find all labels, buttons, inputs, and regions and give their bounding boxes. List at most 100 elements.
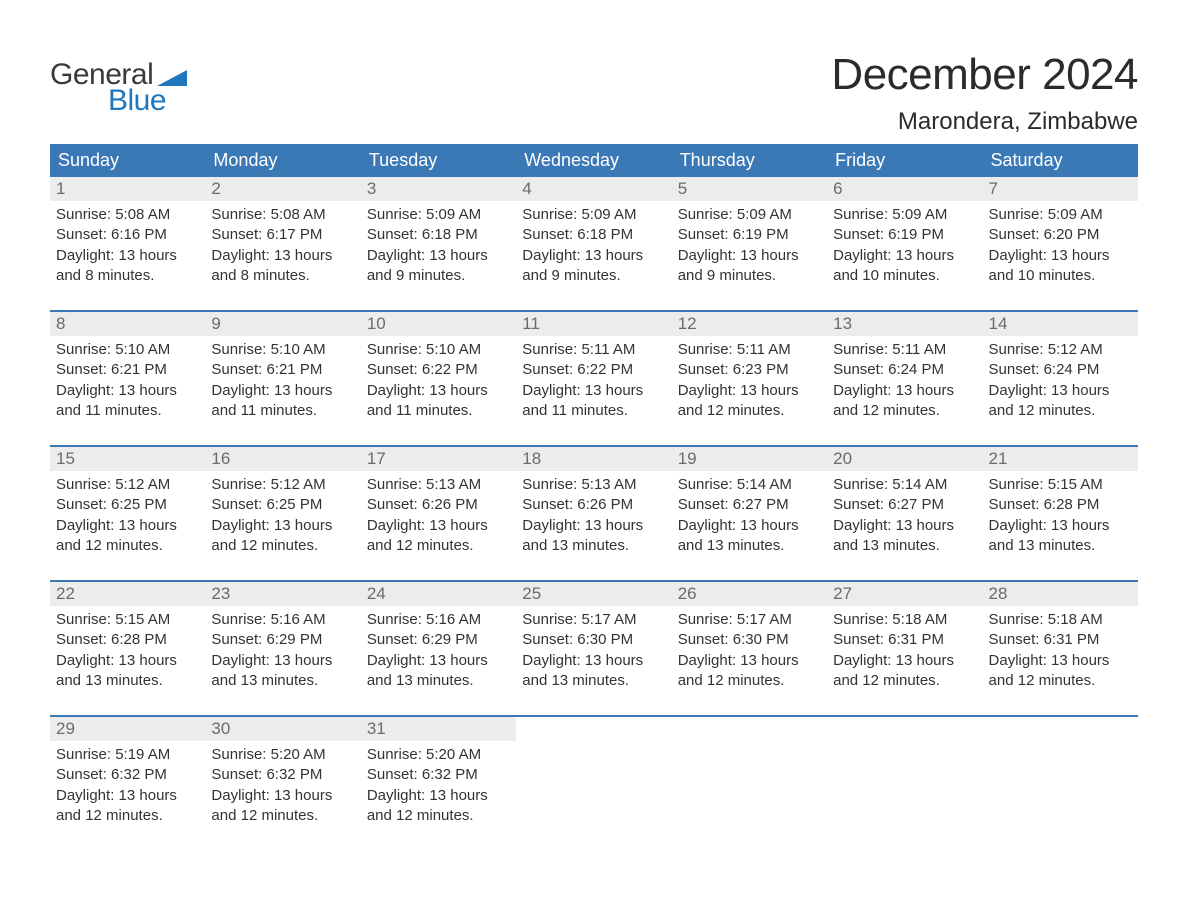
daylight-line: Daylight: 13 hours and 12 minutes. xyxy=(678,651,821,692)
day-content-cell: Sunrise: 5:08 AMSunset: 6:17 PMDaylight:… xyxy=(205,201,360,311)
day-content-cell: Sunrise: 5:11 AMSunset: 6:23 PMDaylight:… xyxy=(672,336,827,446)
day-number-cell xyxy=(827,717,982,741)
sunrise-line: Sunrise: 5:14 AM xyxy=(833,475,976,495)
sunset-line: Sunset: 6:28 PM xyxy=(989,495,1132,515)
day-content-cell: Sunrise: 5:09 AMSunset: 6:19 PMDaylight:… xyxy=(672,201,827,311)
sunrise-line: Sunrise: 5:19 AM xyxy=(56,745,199,765)
brand-logo: General Blue xyxy=(50,50,187,116)
day-content-cell: Sunrise: 5:16 AMSunset: 6:29 PMDaylight:… xyxy=(205,606,360,716)
sunset-line: Sunset: 6:16 PM xyxy=(56,225,199,245)
day-content-cell: Sunrise: 5:15 AMSunset: 6:28 PMDaylight:… xyxy=(983,471,1138,581)
weekday-header: Tuesday xyxy=(361,144,516,177)
day-number-cell xyxy=(516,717,671,741)
day-content-cell: Sunrise: 5:17 AMSunset: 6:30 PMDaylight:… xyxy=(516,606,671,716)
daylight-line: Daylight: 13 hours and 13 minutes. xyxy=(522,516,665,557)
daylight-line: Daylight: 13 hours and 13 minutes. xyxy=(522,651,665,692)
calendar-header-row: SundayMondayTuesdayWednesdayThursdayFrid… xyxy=(50,144,1138,177)
daylight-line: Daylight: 13 hours and 13 minutes. xyxy=(211,651,354,692)
sunrise-line: Sunrise: 5:10 AM xyxy=(211,340,354,360)
sunrise-line: Sunrise: 5:18 AM xyxy=(989,610,1132,630)
sunrise-line: Sunrise: 5:12 AM xyxy=(989,340,1132,360)
sunrise-line: Sunrise: 5:11 AM xyxy=(522,340,665,360)
day-content-row: Sunrise: 5:08 AMSunset: 6:16 PMDaylight:… xyxy=(50,201,1138,311)
day-number-cell xyxy=(672,717,827,741)
sunset-line: Sunset: 6:27 PM xyxy=(678,495,821,515)
day-content-cell: Sunrise: 5:20 AMSunset: 6:32 PMDaylight:… xyxy=(205,741,360,850)
sunrise-line: Sunrise: 5:09 AM xyxy=(678,205,821,225)
daylight-line: Daylight: 13 hours and 11 minutes. xyxy=(211,381,354,422)
sunset-line: Sunset: 6:21 PM xyxy=(56,360,199,380)
sunrise-line: Sunrise: 5:09 AM xyxy=(833,205,976,225)
calendar-table: SundayMondayTuesdayWednesdayThursdayFrid… xyxy=(50,144,1138,850)
day-content-cell: Sunrise: 5:12 AMSunset: 6:24 PMDaylight:… xyxy=(983,336,1138,446)
daylight-line: Daylight: 13 hours and 12 minutes. xyxy=(833,381,976,422)
sunrise-line: Sunrise: 5:13 AM xyxy=(367,475,510,495)
day-content-cell: Sunrise: 5:10 AMSunset: 6:21 PMDaylight:… xyxy=(50,336,205,446)
day-content-cell: Sunrise: 5:20 AMSunset: 6:32 PMDaylight:… xyxy=(361,741,516,850)
daylight-line: Daylight: 13 hours and 12 minutes. xyxy=(989,651,1132,692)
day-content-row: Sunrise: 5:12 AMSunset: 6:25 PMDaylight:… xyxy=(50,471,1138,581)
day-number-cell: 28 xyxy=(983,582,1138,606)
title-block: December 2024 Marondera, Zimbabwe xyxy=(831,50,1138,136)
day-content-cell: Sunrise: 5:10 AMSunset: 6:22 PMDaylight:… xyxy=(361,336,516,446)
daylight-line: Daylight: 13 hours and 8 minutes. xyxy=(56,246,199,287)
day-content-cell: Sunrise: 5:14 AMSunset: 6:27 PMDaylight:… xyxy=(827,471,982,581)
sunrise-line: Sunrise: 5:12 AM xyxy=(211,475,354,495)
sunset-line: Sunset: 6:31 PM xyxy=(989,630,1132,650)
day-number-cell: 11 xyxy=(516,312,671,336)
location-subtitle: Marondera, Zimbabwe xyxy=(831,108,1138,136)
daylight-line: Daylight: 13 hours and 8 minutes. xyxy=(211,246,354,287)
daylight-line: Daylight: 13 hours and 11 minutes. xyxy=(56,381,199,422)
day-number-row: 891011121314 xyxy=(50,312,1138,336)
sunset-line: Sunset: 6:21 PM xyxy=(211,360,354,380)
day-number-cell: 5 xyxy=(672,177,827,201)
day-number-cell: 22 xyxy=(50,582,205,606)
sunrise-line: Sunrise: 5:16 AM xyxy=(367,610,510,630)
day-number-cell: 6 xyxy=(827,177,982,201)
day-number-cell: 19 xyxy=(672,447,827,471)
sunrise-line: Sunrise: 5:15 AM xyxy=(989,475,1132,495)
daylight-line: Daylight: 13 hours and 13 minutes. xyxy=(367,651,510,692)
day-content-cell: Sunrise: 5:08 AMSunset: 6:16 PMDaylight:… xyxy=(50,201,205,311)
day-content-row: Sunrise: 5:19 AMSunset: 6:32 PMDaylight:… xyxy=(50,741,1138,850)
flag-icon xyxy=(157,66,187,86)
sunset-line: Sunset: 6:25 PM xyxy=(56,495,199,515)
daylight-line: Daylight: 13 hours and 11 minutes. xyxy=(522,381,665,422)
weekday-header: Friday xyxy=(827,144,982,177)
daylight-line: Daylight: 13 hours and 13 minutes. xyxy=(678,516,821,557)
day-content-cell: Sunrise: 5:09 AMSunset: 6:18 PMDaylight:… xyxy=(516,201,671,311)
day-content-row: Sunrise: 5:15 AMSunset: 6:28 PMDaylight:… xyxy=(50,606,1138,716)
weekday-header: Sunday xyxy=(50,144,205,177)
sunset-line: Sunset: 6:22 PM xyxy=(367,360,510,380)
daylight-line: Daylight: 13 hours and 12 minutes. xyxy=(211,516,354,557)
day-number-row: 15161718192021 xyxy=(50,447,1138,471)
header-bar: General Blue December 2024 Marondera, Zi… xyxy=(50,50,1138,136)
sunset-line: Sunset: 6:20 PM xyxy=(989,225,1132,245)
day-number-cell: 30 xyxy=(205,717,360,741)
sunset-line: Sunset: 6:30 PM xyxy=(678,630,821,650)
sunrise-line: Sunrise: 5:20 AM xyxy=(211,745,354,765)
day-content-cell: Sunrise: 5:13 AMSunset: 6:26 PMDaylight:… xyxy=(516,471,671,581)
sunrise-line: Sunrise: 5:11 AM xyxy=(833,340,976,360)
sunrise-line: Sunrise: 5:08 AM xyxy=(56,205,199,225)
daylight-line: Daylight: 13 hours and 12 minutes. xyxy=(989,381,1132,422)
daylight-line: Daylight: 13 hours and 12 minutes. xyxy=(367,786,510,827)
day-content-cell: Sunrise: 5:10 AMSunset: 6:21 PMDaylight:… xyxy=(205,336,360,446)
daylight-line: Daylight: 13 hours and 12 minutes. xyxy=(678,381,821,422)
daylight-line: Daylight: 13 hours and 12 minutes. xyxy=(833,651,976,692)
sunset-line: Sunset: 6:18 PM xyxy=(367,225,510,245)
sunset-line: Sunset: 6:19 PM xyxy=(833,225,976,245)
day-number-cell: 9 xyxy=(205,312,360,336)
sunset-line: Sunset: 6:27 PM xyxy=(833,495,976,515)
day-content-cell: Sunrise: 5:12 AMSunset: 6:25 PMDaylight:… xyxy=(50,471,205,581)
sunrise-line: Sunrise: 5:17 AM xyxy=(522,610,665,630)
day-number-cell: 20 xyxy=(827,447,982,471)
sunset-line: Sunset: 6:23 PM xyxy=(678,360,821,380)
day-number-cell: 24 xyxy=(361,582,516,606)
sunset-line: Sunset: 6:26 PM xyxy=(367,495,510,515)
day-number-cell: 23 xyxy=(205,582,360,606)
day-number-cell: 3 xyxy=(361,177,516,201)
sunset-line: Sunset: 6:18 PM xyxy=(522,225,665,245)
sunrise-line: Sunrise: 5:12 AM xyxy=(56,475,199,495)
day-content-cell: Sunrise: 5:16 AMSunset: 6:29 PMDaylight:… xyxy=(361,606,516,716)
